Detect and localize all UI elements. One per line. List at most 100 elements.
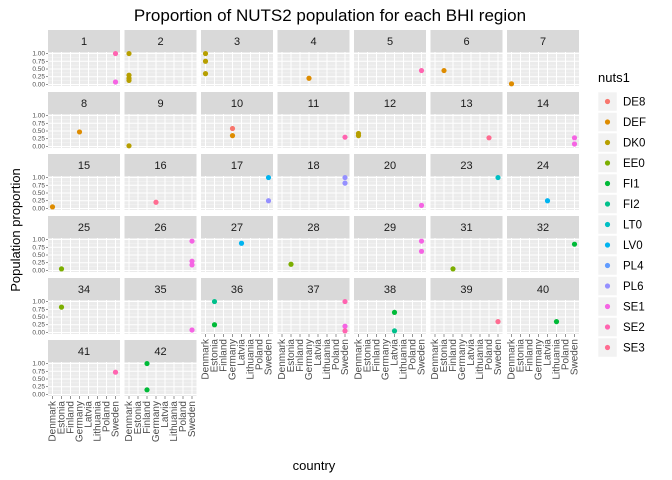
x-tick-label: Estonia <box>516 339 527 373</box>
y-tick-label: 0.50 <box>32 314 45 321</box>
facet-strip-label: 37 <box>307 284 319 296</box>
facet-strip-label: 31 <box>460 222 472 234</box>
x-tick-label: Denmark <box>430 338 441 380</box>
x-tick-label: Latvia <box>390 339 401 366</box>
facet-panel-37: 37 DenmarkEstoniaFinlandGermanyLatviaLith… <box>277 278 351 380</box>
legend-swatch <box>604 262 611 269</box>
data-point-DK0 <box>202 50 209 57</box>
data-point-FI1 <box>391 309 398 315</box>
legend-label: EE0 <box>623 158 645 170</box>
facet-strip-label: 25 <box>78 222 90 234</box>
facet-strip-label: 36 <box>231 284 243 296</box>
data-point-EE0 <box>58 266 65 272</box>
data-point-DEF <box>229 133 236 139</box>
facet-strip <box>277 154 350 176</box>
facet-strip <box>430 216 503 238</box>
facet-strip <box>48 154 120 176</box>
legend-item-PL4: PL4 <box>597 255 644 276</box>
legend-label: FI2 <box>623 199 640 211</box>
y-tick-label: 0.75 <box>32 306 45 313</box>
data-point-FI1 <box>553 319 560 325</box>
data-point-DK0 <box>126 77 132 84</box>
x-tick-label: Latvia <box>543 339 554 366</box>
facet-panel-1: 1 0.000.250.500.751.00 <box>32 30 120 88</box>
data-point-DK0 <box>126 143 132 149</box>
legend-swatch <box>604 303 611 310</box>
y-tick-label: 0.75 <box>32 368 45 375</box>
legend-swatch <box>604 201 611 207</box>
facet-panel-20: 20 <box>354 154 426 210</box>
x-tick-label: Sweden <box>111 401 122 437</box>
facet-strip-label: 42 <box>154 346 166 358</box>
facet-strip <box>48 92 120 114</box>
facet-strip-label: 29 <box>384 222 396 234</box>
legend-item-DK0: DK0 <box>597 132 645 153</box>
facet-strip <box>507 216 579 238</box>
data-point-SE1 <box>418 238 425 244</box>
facet-strip-label: 8 <box>81 98 87 110</box>
facet-strip-label: 17 <box>231 160 243 172</box>
facet-strip-label: 27 <box>231 222 243 234</box>
data-point-SE3 <box>153 199 159 205</box>
data-point-DEF <box>508 81 515 87</box>
data-point-SE2 <box>418 67 425 74</box>
data-point-DEF <box>306 75 312 81</box>
legend-swatch <box>604 344 611 351</box>
y-tick-label: 1.00 <box>32 299 45 306</box>
facet-strip <box>507 278 579 300</box>
data-point-SE1 <box>189 238 195 244</box>
data-point-LV0 <box>544 198 551 204</box>
facet-panel-38: 38 DenmarkEstoniaFinlandGermanyLatviaLith… <box>354 278 428 380</box>
facet-strip <box>124 216 197 238</box>
x-tick-label: Denmark <box>48 400 59 442</box>
x-tick-label: Lithuania <box>169 401 180 442</box>
data-point-SE2 <box>112 369 119 375</box>
data-point-FI2 <box>391 328 398 334</box>
x-tick-label: Estonia <box>57 401 68 435</box>
y-tick-label: 0.25 <box>32 260 45 267</box>
y-tick-label: 0.75 <box>32 182 45 189</box>
y-tick-label: 0.00 <box>32 329 45 336</box>
facet-strip-label: 26 <box>154 222 166 234</box>
x-tick-label: Finland <box>142 401 153 434</box>
x-tick-label: Sweden <box>570 339 581 375</box>
y-tick-label: 0.25 <box>32 322 45 329</box>
facet-panel-18: 18 <box>277 154 350 210</box>
facet-panel-27: 27 <box>201 216 273 272</box>
facet-strip-label: 1 <box>81 36 87 48</box>
facet-strip <box>354 154 426 176</box>
legend-item-LT0: LT0 <box>597 214 642 235</box>
data-point-SE1 <box>189 258 195 264</box>
facet-strip <box>277 278 350 300</box>
y-axis-label: Population proportion <box>8 168 23 292</box>
y-tick-label: 0.00 <box>32 391 45 398</box>
legend-swatch <box>604 324 611 330</box>
legend-swatch <box>604 180 611 187</box>
data-point-LV0 <box>265 174 272 181</box>
data-point-FI2 <box>211 298 218 305</box>
x-tick-label: Sweden <box>493 339 504 375</box>
x-tick-label: Finland <box>372 339 383 372</box>
facet-strip-label: 39 <box>460 284 472 296</box>
legend-label: DK0 <box>623 138 645 150</box>
y-tick-label: 0.50 <box>32 190 45 197</box>
facet-panel-35: 35 <box>124 278 197 334</box>
data-point-SE1 <box>189 262 195 268</box>
x-tick-label: Germany <box>534 339 545 380</box>
x-tick-label: Lithuania <box>246 339 257 380</box>
facet-strip <box>430 154 503 176</box>
x-tick-label: Estonia <box>133 401 144 435</box>
facet-panels: 10.000.250.500.751.002 3 4 5 6 780.000.250.50… <box>32 30 581 442</box>
facet-strip-label: 10 <box>231 98 243 110</box>
x-axis-label: country <box>293 458 336 473</box>
facet-strip <box>124 154 197 176</box>
data-point-FI1 <box>211 322 218 328</box>
facet-strip <box>430 30 503 52</box>
facet-strip-label: 34 <box>78 284 90 296</box>
data-point-SE2 <box>342 328 348 334</box>
legend-item-DEF: DEF <box>597 112 646 132</box>
facet-strip <box>354 278 426 300</box>
data-point-PL6 <box>342 174 348 181</box>
legend-swatch <box>604 139 611 146</box>
